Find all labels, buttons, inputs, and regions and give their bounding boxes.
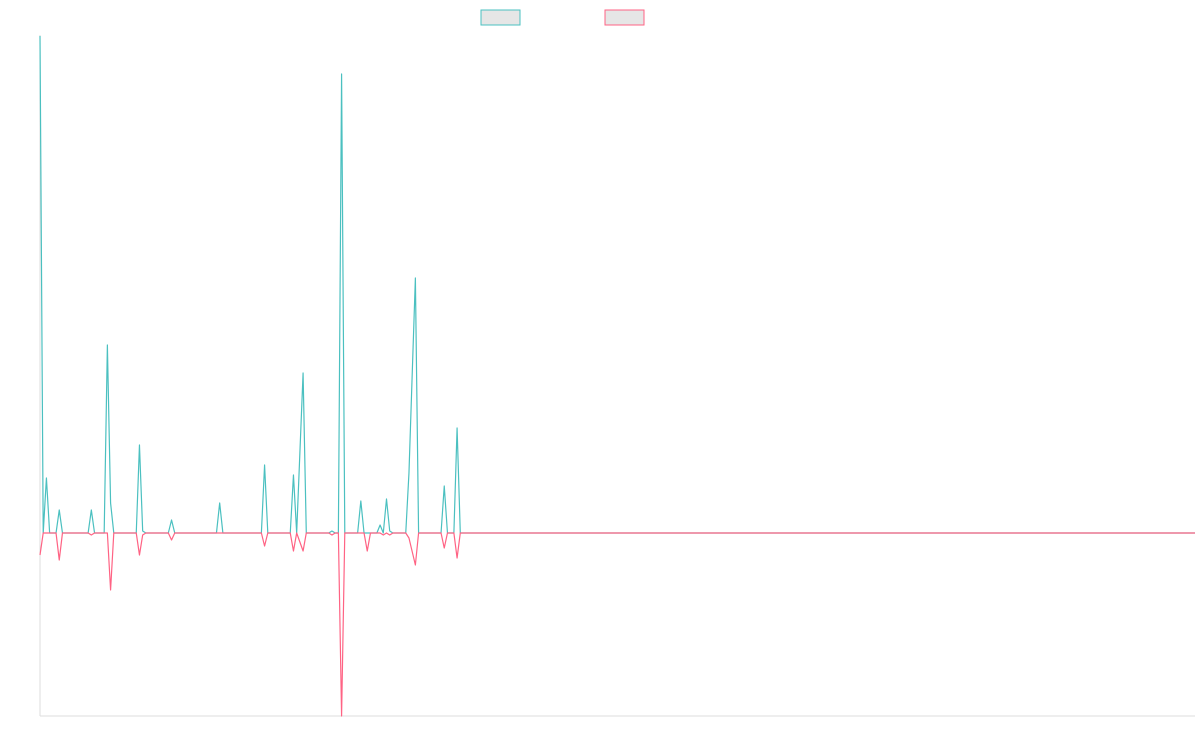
data-line [39, 532, 1195, 717]
legend [480, 9, 645, 26]
legend-box[interactable] [480, 9, 521, 26]
data-line [39, 35, 1195, 534]
legend-box[interactable] [604, 9, 645, 26]
